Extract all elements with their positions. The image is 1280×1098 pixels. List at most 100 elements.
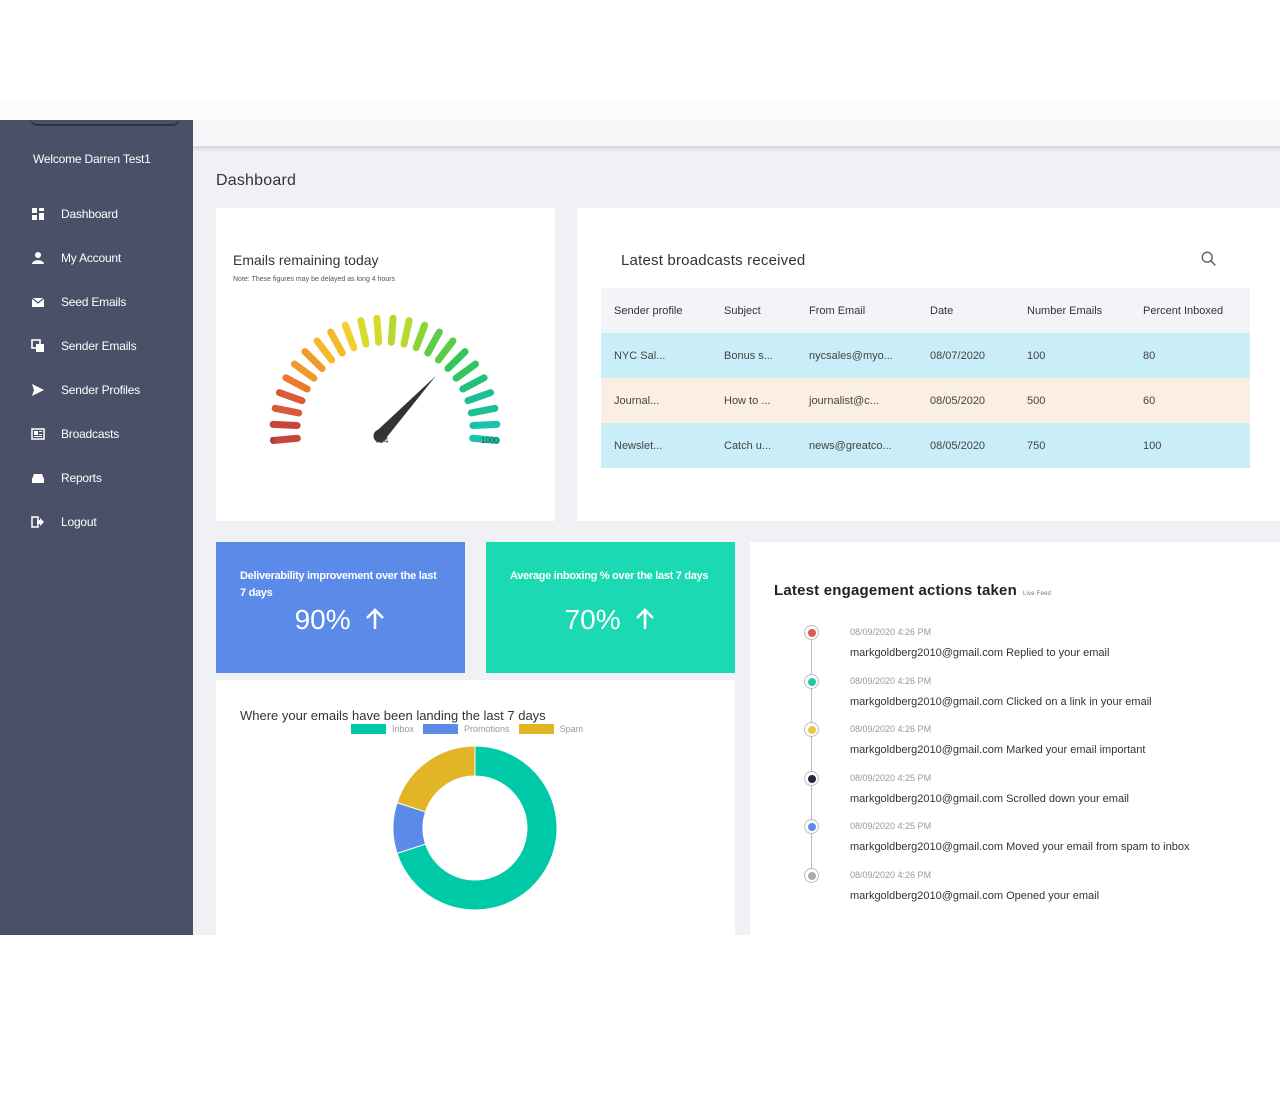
welcome-text: Welcome Darren Test1 [33,152,151,166]
gauge-min-label: 0 [270,436,275,445]
table-cell: How to ... [711,378,796,423]
top-bar [193,120,1280,148]
table-cell: 100 [1130,423,1250,468]
table-cell: 08/07/2020 [917,333,1014,378]
timeline-text: markgoldberg2010@gmail.com Clicked on a … [850,695,1152,708]
sidebar: Welcome Darren Test1 Dashboard My Accoun… [0,120,193,935]
window-top-strip [0,100,1280,120]
table-row[interactable]: NYC Sal... Bonus s... nycsales@myo... 08… [601,333,1250,378]
sidebar-item-logout[interactable]: Logout [0,500,193,544]
column-header[interactable]: Subject [711,288,796,333]
emails-remaining-card: Emails remaining today Note: These figur… [216,208,555,521]
arrow-up-icon [364,606,386,638]
dashboard-icon [30,207,46,221]
gauge-max-label: 1000 [481,436,499,445]
table-row[interactable]: Newslet... Catch u... news@greatco... 08… [601,423,1250,468]
newspaper-icon [30,427,46,441]
sidebar-item-my-account[interactable]: My Account [0,236,193,280]
table-cell: Journal... [601,378,711,423]
timeline-dot [804,625,819,640]
search-icon[interactable] [1200,250,1220,270]
table-cell: 08/05/2020 [917,423,1014,468]
broadcasts-table: Sender profile Subject From Email Date N… [601,288,1250,468]
column-header[interactable]: Sender profile [601,288,711,333]
gauge-needle-hub [373,429,387,443]
gauge-tick [469,420,501,430]
chart-legend: Inbox Promotions Spam [351,724,592,734]
emails-remaining-title: Emails remaining today [233,252,379,268]
sidebar-item-label: My Account [61,251,122,265]
gauge-tick [290,360,318,382]
gauge-tick [269,434,301,445]
sidebar-item-label: Logout [61,515,97,529]
sidebar-item-reports[interactable]: Reports [0,456,193,500]
timeline-time: 08/09/2020 4:26 PM [850,675,932,686]
table-cell: 500 [1014,378,1130,423]
gauge-tick [444,348,469,372]
gauge-tick [412,321,429,352]
sidebar-item-label: Dashboard [61,207,118,221]
sidebar-item-seed-emails[interactable]: Seed Emails [0,280,193,324]
table-cell: 100 [1014,333,1130,378]
table-cell: Newslet... [601,423,711,468]
logo [0,120,193,132]
column-header[interactable]: Number Emails [1014,288,1130,333]
timeline-time: 08/09/2020 4:25 PM [850,821,932,831]
sidebar-item-dashboard[interactable]: Dashboard [0,192,193,236]
gauge-tick [469,434,501,445]
landing-chart-card: Where your emails have been landing the … [216,680,735,935]
column-header[interactable]: Percent Inboxed [1130,288,1250,333]
timeline-text: markgoldberg2010@gmail.com Marked your e… [850,744,1146,756]
sidebar-item-label: Seed Emails [61,295,127,309]
timeline-time: 08/09/2020 4:26 PM [850,869,932,880]
gauge-tick [452,360,480,382]
gauge-tick [467,404,499,417]
engagement-card: Latest engagement actions taken Live Feed… [750,542,1280,935]
table-cell: 80 [1130,333,1250,378]
deliverability-stat-card: Deliverability improvement over the last… [216,542,465,673]
table-cell: NYC Sal... [601,333,711,378]
table-cell: journalist@c... [796,378,917,423]
broadcasts-card: Latest broadcasts received Sender profil… [577,208,1280,521]
table-cell: Catch u... [711,423,796,468]
legend-item-promotions[interactable]: Promotions [423,724,510,734]
deliverability-value-wrap: 90% [216,604,465,638]
landing-donut-chart [392,745,558,911]
gauge-tick [269,420,301,430]
sidebar-item-sender-profiles[interactable]: Sender Profiles [0,368,193,412]
sidebar-item-sender-emails[interactable]: Sender Emails [0,324,193,368]
gauge-tick [271,404,303,417]
donut-slice-spam[interactable] [396,745,476,813]
inboxing-stat-card: Average inboxing % over the last 7 days … [486,542,735,673]
logout-icon [30,515,46,529]
app-frame: Welcome Darren Test1 Dashboard My Accoun… [0,120,1280,935]
timeline-dot [804,867,819,883]
column-header[interactable]: Date [917,288,1014,333]
donut-slice-inbox[interactable] [396,745,558,911]
page-title: Dashboard [216,172,297,189]
sidebar-item-label: Sender Profiles [61,383,141,397]
legend-label: Promotions [464,724,510,734]
copy-icon [30,339,46,353]
inboxing-label: Average inboxing % over the last 7 days [510,570,709,582]
envelope-icon [30,295,46,309]
timeline-time: 08/09/2020 4:25 PM [850,772,932,783]
legend-item-inbox[interactable]: Inbox [351,724,414,734]
legend-swatch [518,724,554,734]
timeline-text: markgoldberg2010@gmail.com Replied to yo… [850,647,1110,659]
sidebar-item-broadcasts[interactable]: Broadcasts [0,412,193,456]
table-row[interactable]: Journal... How to ... journalist@c... 08… [601,378,1250,423]
column-header[interactable]: From Email [796,288,917,333]
legend-item-spam[interactable]: Spam [518,724,583,734]
gauge-tick [464,389,495,405]
inboxing-value: 70% [564,604,621,635]
gauge-tick [341,321,358,352]
table-cell: 750 [1014,423,1130,468]
user-icon [30,251,46,265]
gauge-tick [282,374,311,393]
timeline-dot [804,673,819,689]
timeline-dot [804,722,819,737]
emails-remaining-gauge: 0 704 1000 [250,302,520,452]
gauge-tick [434,337,457,364]
table-cell: 08/05/2020 [917,378,1014,423]
